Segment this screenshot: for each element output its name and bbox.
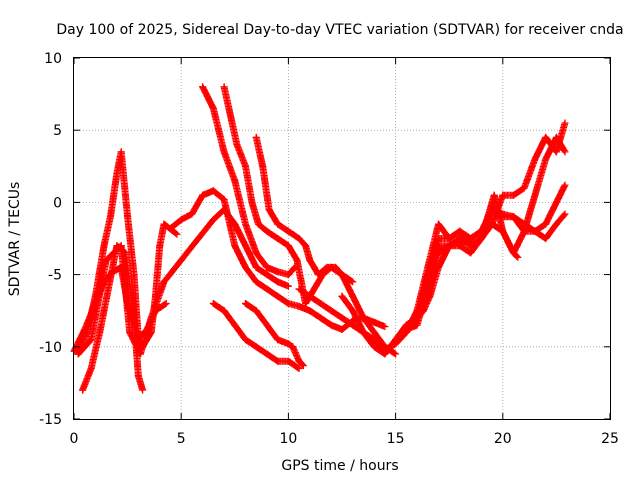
x-tick-label: 0 (70, 431, 79, 447)
series-trace-6 (199, 83, 299, 279)
series-trace-4 (74, 206, 292, 358)
y-tick-label: 5 (53, 123, 62, 139)
x-tick-label: 25 (601, 431, 619, 447)
y-tick-label: -15 (39, 412, 62, 428)
data-points (70, 83, 569, 394)
series-markers (252, 133, 398, 357)
plot-frame (73, 57, 611, 420)
series-markers (242, 300, 306, 368)
x-tick-labels: 0 5 10 15 20 25 (70, 431, 619, 447)
series-markers (167, 187, 387, 333)
y-tick-label: 0 (53, 195, 62, 211)
series-markers (392, 191, 521, 344)
grid (74, 58, 610, 419)
series-trace-9 (242, 300, 307, 370)
x-axis-label: GPS time / hours (281, 458, 398, 474)
y-tick-label: 10 (44, 51, 62, 67)
x-tick-label: 20 (494, 431, 512, 447)
y-tick-labels: -15 -10 -5 0 5 10 (39, 51, 62, 428)
x-tick-label: 15 (387, 431, 405, 447)
series-markers (209, 300, 302, 372)
chart-title: Day 100 of 2025, Sidereal Day-to-day VTE… (56, 22, 623, 38)
series-trace-10 (209, 300, 303, 372)
series-trace-5 (167, 187, 389, 333)
series-markers (220, 83, 355, 307)
x-tick-label: 10 (279, 431, 297, 447)
series-markers (74, 206, 291, 358)
y-axis-label: SDTVAR / TECUs (7, 182, 23, 297)
y-tick-label: -5 (48, 268, 62, 284)
series-trace-8 (252, 133, 400, 358)
series-markers (79, 242, 146, 394)
series-markers (199, 83, 298, 279)
axis-ticks (73, 57, 611, 420)
x-tick-label: 5 (177, 431, 186, 447)
series-trace-3 (79, 242, 147, 394)
series-trace-15 (392, 191, 522, 344)
y-tick-label: -10 (39, 340, 62, 356)
